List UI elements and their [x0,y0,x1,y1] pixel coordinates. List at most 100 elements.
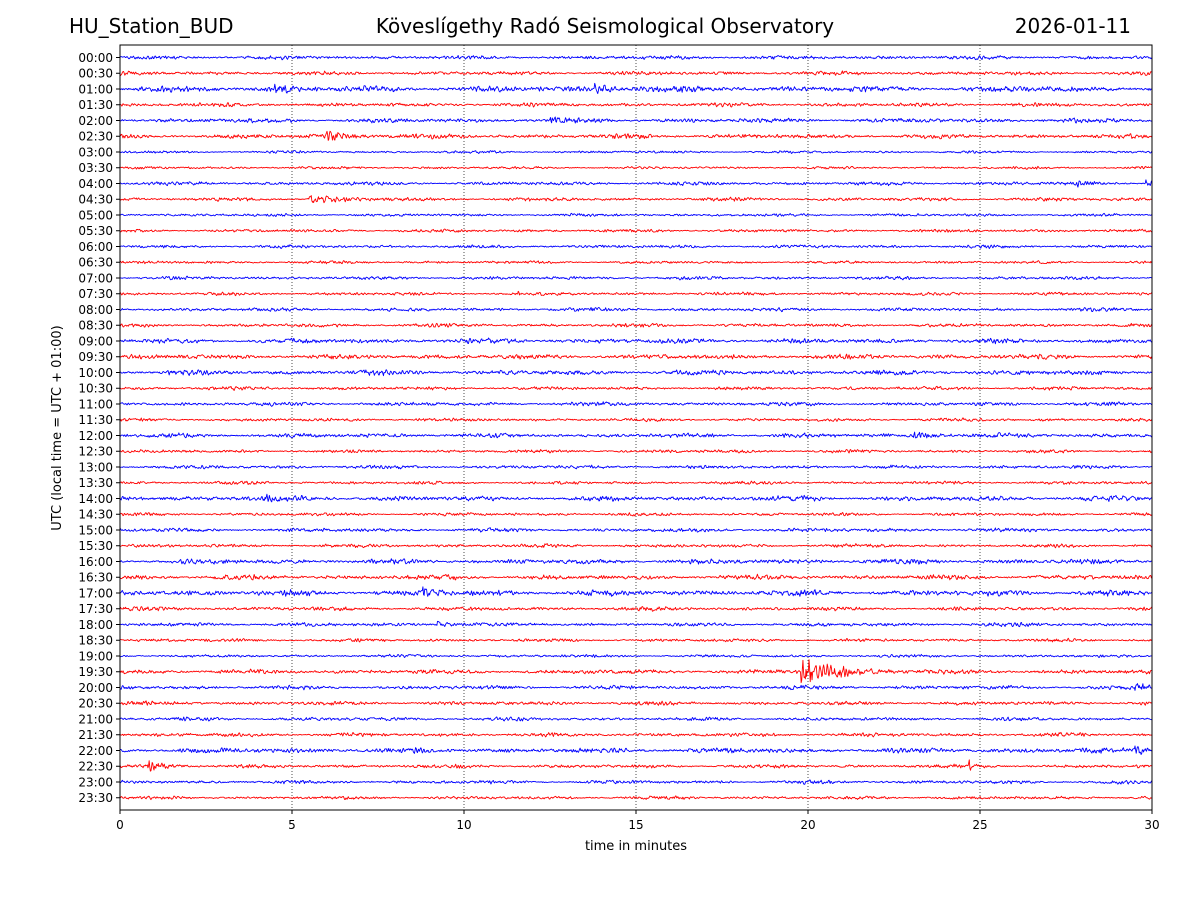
y-tick-label: 05:00 [78,208,113,222]
y-tick-label: 11:30 [78,413,113,427]
trace-1800 [119,620,1153,628]
trace-2130 [119,731,1153,738]
x-tick-label: 20 [800,818,815,832]
y-tick-label: 02:30 [78,130,113,144]
trace-0900 [119,337,1153,345]
y-tick-label: 09:30 [78,350,113,364]
y-tick-label: 15:00 [78,523,113,537]
trace-0630 [119,260,1153,265]
y-tick-label: 09:00 [78,334,113,348]
trace-1200 [119,431,1153,439]
y-tick-label: 10:30 [78,382,113,396]
date-label: 2026-01-11 [1014,14,1131,38]
y-tick-label: 19:00 [78,649,113,663]
x-axis-label: time in minutes [585,839,687,854]
trace-2200 [119,745,1153,755]
y-tick-label: 21:00 [78,712,113,726]
trace-1900 [119,653,1153,659]
trace-1430 [119,512,1153,517]
trace-1100 [119,401,1153,407]
trace-0400 [119,179,1153,188]
trace-0100 [119,82,1153,94]
trace-0430 [119,195,1153,204]
y-tick-label: 00:00 [78,51,113,65]
x-tick-label: 15 [628,818,643,832]
trace-0200 [119,116,1153,124]
x-tick-label: 0 [116,818,124,832]
trace-1230 [119,448,1153,454]
trace-1700 [119,586,1153,597]
x-tick-label: 5 [288,818,296,832]
chart-title: Köveslígethy Radó Seismological Observat… [375,14,835,38]
y-tick-label: 12:00 [78,429,113,443]
station-label: HU_Station_BUD [69,14,234,38]
x-tick-label: 10 [456,818,471,832]
y-tick-label: 11:00 [78,397,113,411]
y-tick-label: 17:00 [78,586,113,600]
y-tick-label: 23:00 [78,775,113,789]
y-tick-label: 12:30 [78,445,113,459]
y-tick-label: 15:30 [78,539,113,553]
y-tick-label: 06:30 [78,256,113,270]
trace-1000 [119,369,1153,377]
trace-2230 [119,759,1153,772]
y-tick-label: 18:30 [78,634,113,648]
x-tick-label: 25 [972,818,987,832]
trace-2300 [119,779,1153,785]
trace-0530 [119,228,1153,233]
trace-1030 [119,385,1153,391]
trace-1530 [119,543,1153,549]
trace-0830 [119,322,1153,328]
y-tick-label: 18:00 [78,618,113,632]
y-tick-label: 04:00 [78,177,113,191]
y-tick-label: 22:30 [78,760,113,774]
trace-1500 [119,527,1153,533]
trace-0300 [119,150,1153,154]
y-tick-label: 13:30 [78,476,113,490]
trace-0330 [119,165,1153,170]
y-tick-label: 08:30 [78,319,113,333]
y-tick-label: 19:30 [78,665,113,679]
y-tick-label: 16:30 [78,571,113,585]
y-tick-label: 20:30 [78,697,113,711]
trace-2330 [119,795,1153,801]
y-tick-label: 00:30 [78,67,113,81]
y-tick-label: 22:00 [78,744,113,758]
trace-0500 [119,212,1153,218]
y-tick-label: 23:30 [78,791,113,805]
trace-1300 [119,464,1153,470]
y-tick-label: 10:00 [78,366,113,380]
trace-2100 [119,716,1153,722]
y-tick-label: 14:30 [78,508,113,522]
y-tick-label: 03:30 [78,161,113,175]
x-tick-label: 30 [1144,818,1159,832]
trace-1630 [119,573,1153,581]
y-tick-label: 14:00 [78,492,113,506]
trace-0930 [119,353,1153,360]
y-tick-label: 01:00 [78,82,113,96]
trace-0730 [119,290,1153,297]
trace-0130 [119,102,1153,108]
trace-0030 [119,70,1153,76]
y-axis-label: UTC (local time = UTC + 01:00) [50,325,65,530]
trace-2030 [119,700,1153,706]
y-tick-label: 06:00 [78,240,113,254]
trace-1730 [119,606,1153,612]
y-tick-label: 05:30 [78,224,113,238]
y-tick-label: 01:30 [78,98,113,112]
trace-1600 [119,558,1153,565]
trace-2000 [119,683,1153,691]
y-tick-label: 21:30 [78,728,113,742]
trace-0000 [119,55,1153,61]
y-tick-label: 16:00 [78,555,113,569]
trace-0600 [119,244,1153,249]
trace-1930 [119,659,1153,684]
y-tick-label: 07:30 [78,287,113,301]
trace-0230 [119,130,1153,141]
y-tick-label: 08:00 [78,303,113,317]
trace-1330 [119,480,1153,485]
trace-0700 [119,275,1153,281]
y-tick-label: 17:30 [78,602,113,616]
y-tick-label: 20:00 [78,681,113,695]
y-tick-label: 07:00 [78,271,113,285]
